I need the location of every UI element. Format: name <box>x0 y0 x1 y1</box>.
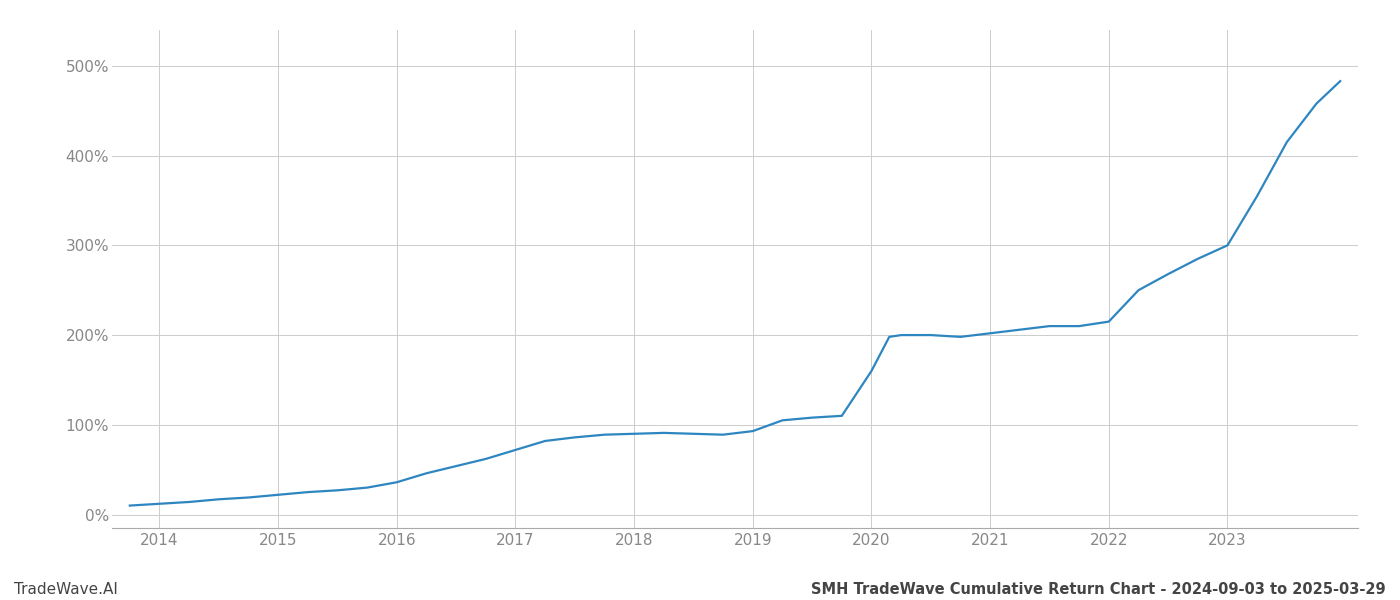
Text: SMH TradeWave Cumulative Return Chart - 2024-09-03 to 2025-03-29: SMH TradeWave Cumulative Return Chart - … <box>812 582 1386 597</box>
Text: TradeWave.AI: TradeWave.AI <box>14 582 118 597</box>
